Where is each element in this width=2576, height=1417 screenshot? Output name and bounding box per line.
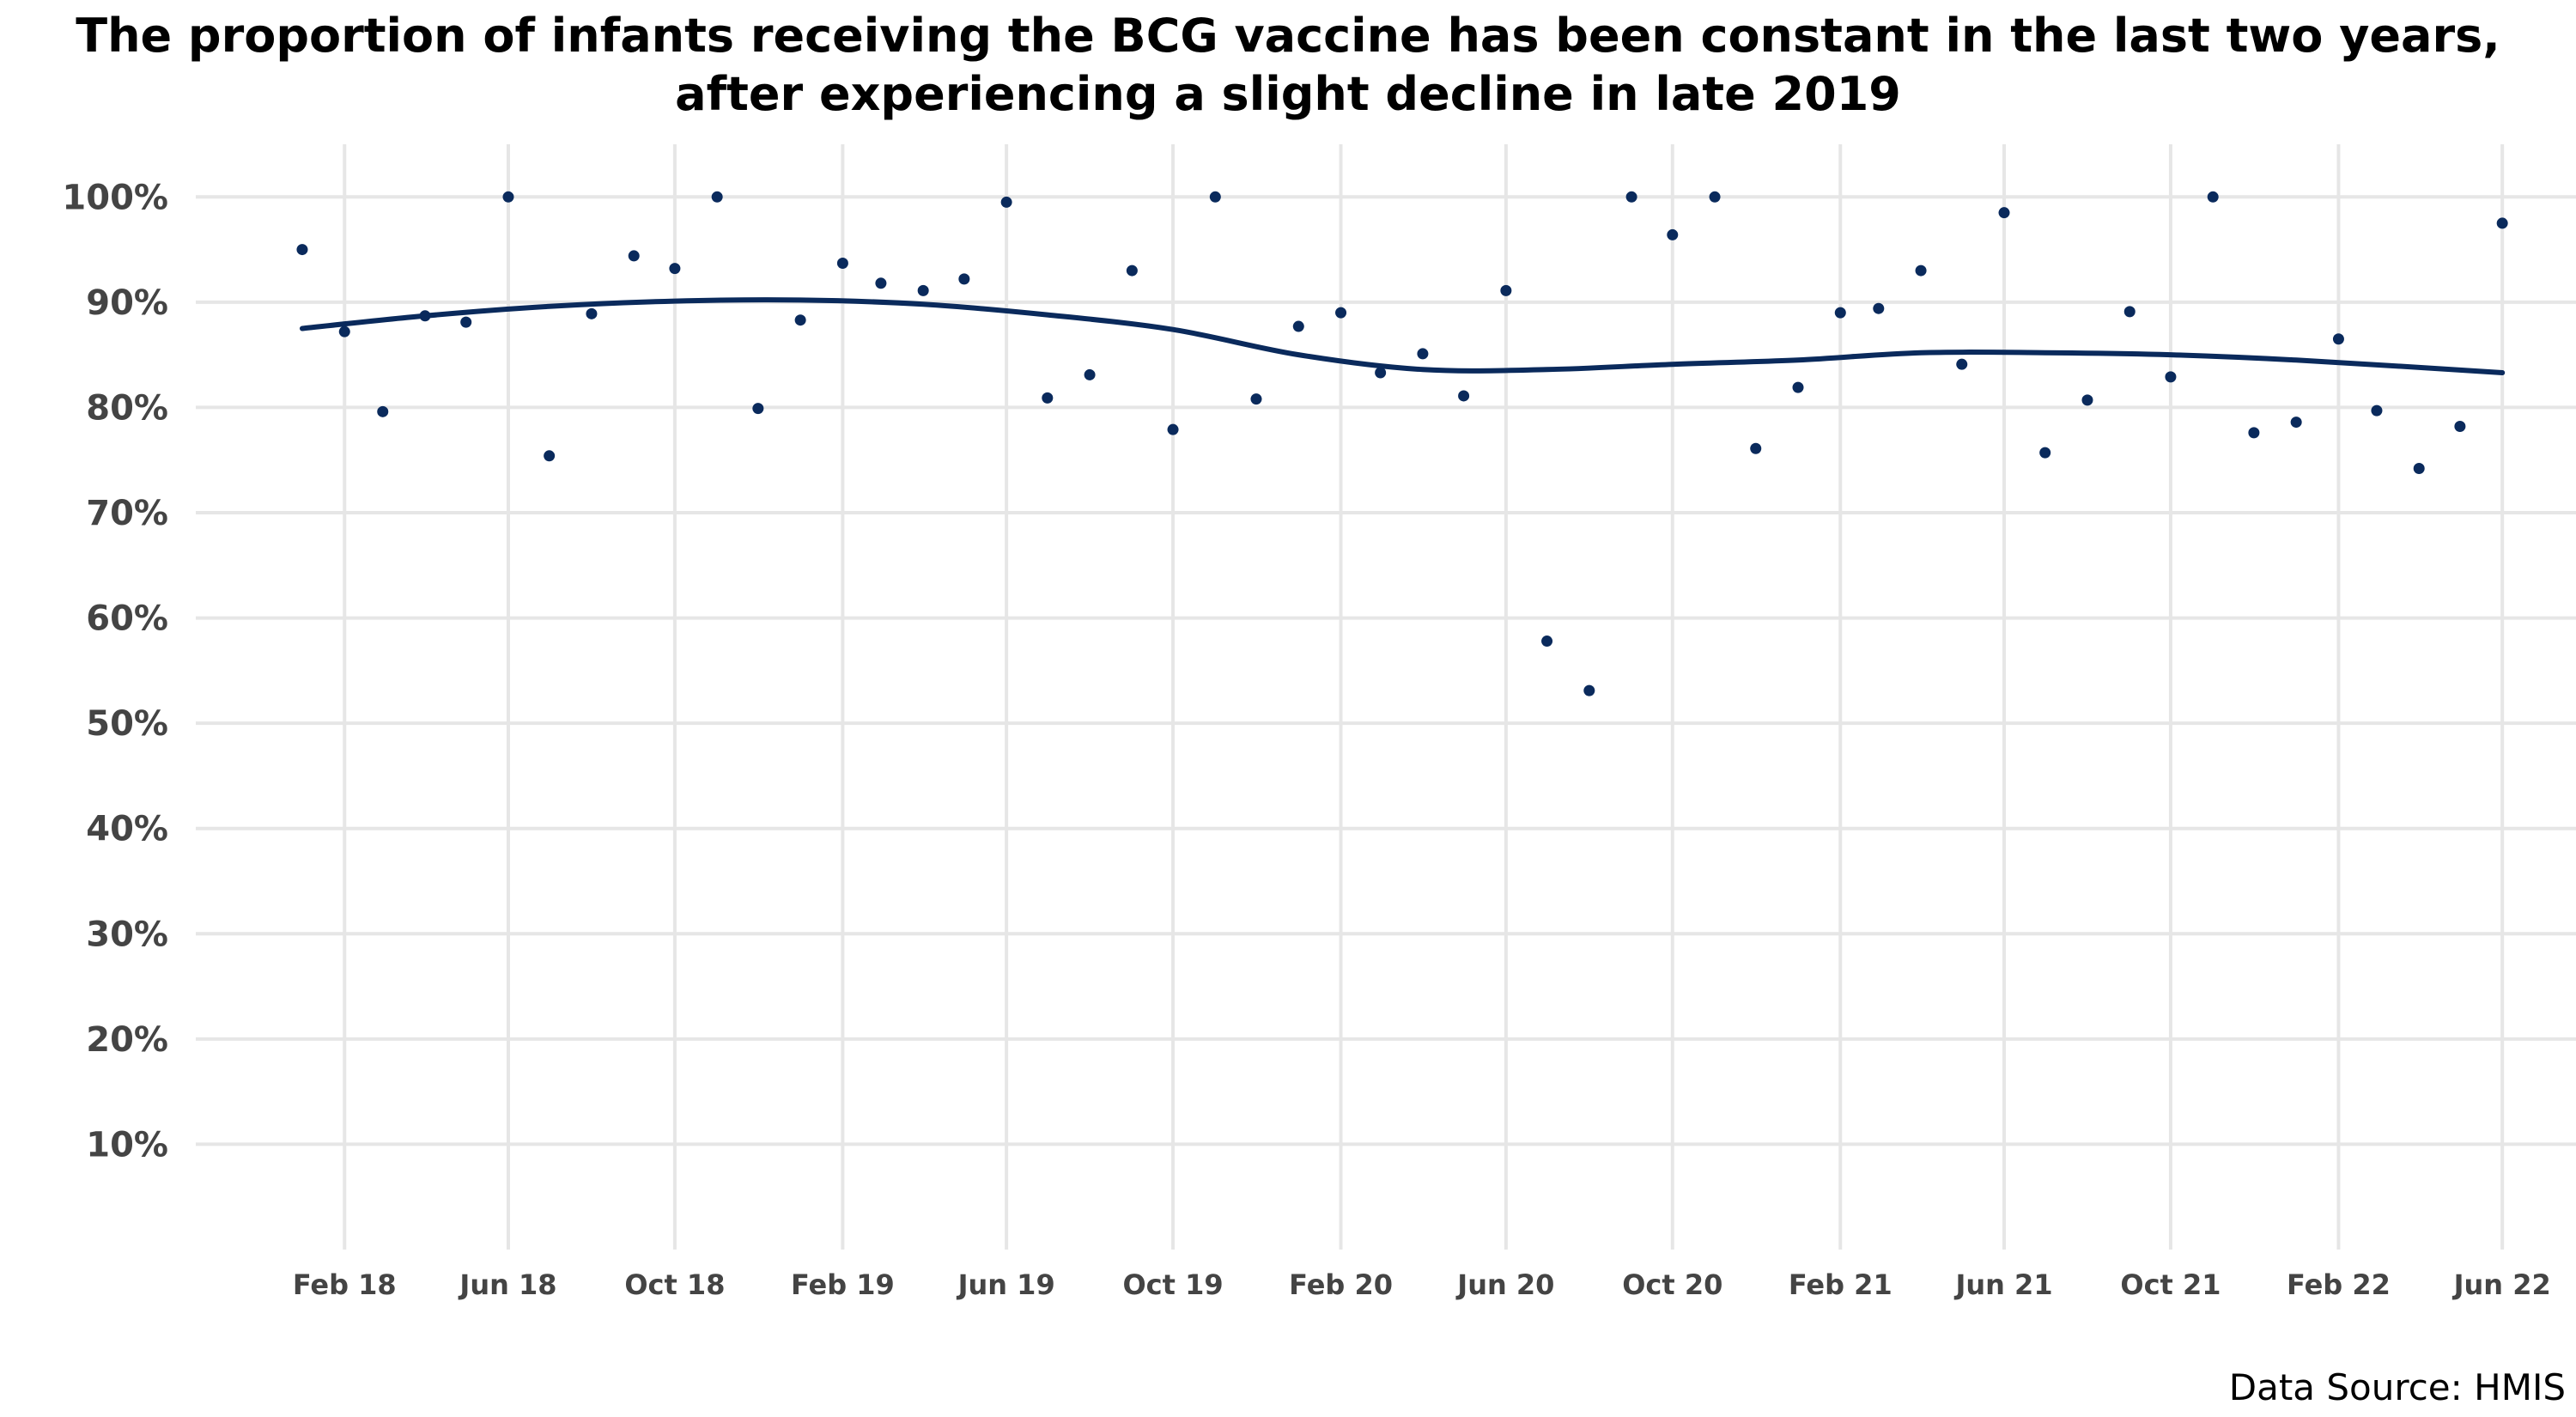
data-point — [958, 273, 970, 285]
y-tick-label: 30% — [86, 915, 168, 954]
data-point — [1167, 423, 1179, 435]
data-points — [296, 191, 2508, 696]
data-point — [1709, 191, 1721, 203]
data-point — [2371, 404, 2383, 417]
x-tick-label: Jun 21 — [1953, 1268, 2052, 1301]
data-point — [1834, 307, 1846, 319]
chart-title-line-1: The proportion of infants receiving the … — [76, 9, 2500, 63]
data-point — [1750, 442, 1762, 454]
x-tick-label: Jun 22 — [2452, 1268, 2551, 1301]
data-point — [1625, 191, 1637, 203]
x-tick-label: Oct 18 — [624, 1268, 725, 1301]
data-point — [711, 191, 723, 203]
data-point — [1292, 320, 1304, 332]
data-point — [2290, 417, 2302, 429]
data-point — [1667, 228, 1679, 240]
data-point — [1375, 367, 1387, 379]
data-point — [669, 263, 681, 275]
data-point — [460, 316, 472, 328]
data-point — [628, 250, 640, 262]
data-point — [2123, 306, 2136, 318]
x-tick-label: Oct 21 — [2120, 1268, 2221, 1301]
data-point — [1873, 302, 1885, 314]
data-point — [2413, 463, 2425, 475]
data-point — [544, 450, 556, 462]
data-point — [1335, 307, 1347, 319]
grid-lines — [196, 144, 2576, 1250]
data-point — [1084, 368, 1096, 380]
y-tick-label: 100% — [62, 178, 168, 217]
x-tick-label: Feb 21 — [1789, 1268, 1893, 1301]
x-tick-label: Jun 20 — [1455, 1268, 1554, 1301]
data-point — [752, 403, 764, 415]
y-tick-label: 60% — [86, 599, 168, 639]
data-point — [2496, 217, 2508, 229]
x-tick-label: Feb 19 — [791, 1268, 895, 1301]
x-tick-label: Jun 19 — [957, 1268, 1055, 1301]
trend-line-group — [300, 297, 2506, 375]
data-point — [1000, 196, 1012, 208]
data-point — [836, 258, 848, 270]
trend-line — [300, 297, 2506, 375]
x-tick-label: Feb 20 — [1289, 1268, 1393, 1301]
data-point — [1998, 207, 2010, 219]
x-tick-label: Oct 20 — [1622, 1268, 1722, 1301]
data-point — [586, 307, 598, 319]
data-source-caption: Data Source: HMIS — [2228, 1366, 2566, 1408]
y-tick-label: 40% — [86, 810, 168, 849]
x-tick-label: Feb 22 — [2287, 1268, 2391, 1301]
y-tick-label: 50% — [86, 704, 168, 744]
data-point — [1417, 348, 1429, 360]
data-point — [917, 284, 929, 296]
data-point — [2454, 420, 2466, 432]
data-point — [1250, 393, 1262, 405]
data-point — [2207, 191, 2219, 203]
y-tick-label: 20% — [86, 1020, 168, 1060]
data-point — [1458, 390, 1470, 402]
data-point — [2081, 394, 2093, 406]
data-point — [419, 310, 431, 322]
x-tick-label: Feb 18 — [293, 1268, 397, 1301]
data-point — [1126, 265, 1138, 277]
data-point — [1956, 358, 1968, 370]
data-point — [875, 277, 887, 289]
chart-title: The proportion of infants receiving the … — [0, 7, 2576, 124]
y-tick-label: 90% — [86, 283, 168, 323]
data-point — [1915, 265, 1927, 277]
x-axis-ticks: Feb 18 Jun 18 Oct 18 Feb 19 Jun 19 Oct 19 Feb … — [293, 1268, 2551, 1301]
data-point — [1541, 636, 1553, 648]
data-point — [1209, 191, 1221, 203]
data-point — [2039, 447, 2051, 459]
y-tick-label: 10% — [86, 1125, 168, 1165]
y-tick-label: 70% — [86, 494, 168, 533]
data-point — [1792, 381, 1804, 393]
data-point — [1500, 284, 1512, 296]
data-point — [296, 244, 308, 256]
data-point — [2165, 371, 2177, 383]
data-point — [377, 405, 389, 417]
x-tick-label: Oct 19 — [1122, 1268, 1223, 1301]
data-point — [794, 314, 806, 326]
data-point — [2248, 427, 2260, 439]
data-point — [1583, 684, 1595, 696]
x-tick-label: Jun 18 — [458, 1268, 556, 1301]
chart-title-line-2: after experiencing a slight decline in l… — [675, 67, 1901, 121]
y-axis-ticks: 10% 20% 30% 40% 50% 60% 70% 80% 90% 100% — [62, 178, 168, 1165]
y-tick-label: 80% — [86, 388, 168, 428]
data-point — [1042, 392, 1054, 404]
data-point — [338, 325, 350, 338]
data-point — [502, 191, 514, 203]
data-point — [2332, 333, 2344, 345]
